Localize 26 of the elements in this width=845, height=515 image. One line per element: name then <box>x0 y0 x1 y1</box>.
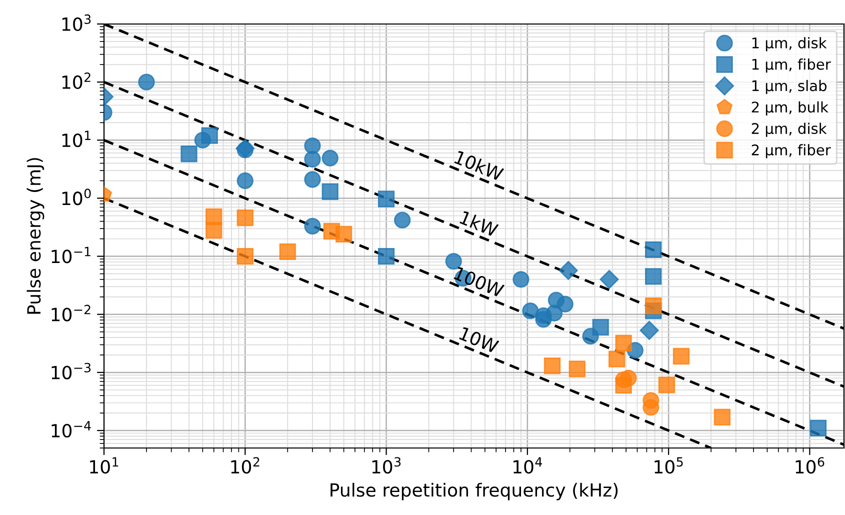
y-tick-label: 10$^{2}$ <box>62 72 90 90</box>
x-tick-label: 10$^{3}$ <box>372 457 401 474</box>
y-tick-label: 10$^{−4}$ <box>52 421 91 438</box>
legend-label: 1 μm, disk <box>752 37 827 52</box>
legend-label: 1 μm, fiber <box>752 58 831 73</box>
text: 10kW <box>454 150 504 182</box>
legend-label: 2 μm, disk <box>752 122 827 137</box>
y-tick-label: 10$^{0}$ <box>62 188 91 206</box>
legend-label: 1 μm, slab <box>752 80 827 94</box>
y-tick-label: 10$^{1}$ <box>62 130 90 148</box>
y-tick-label: 10$^{−2}$ <box>52 304 90 322</box>
legend-label: 2 μm, fiber <box>752 144 831 158</box>
x-tick-label: 10$^{6}$ <box>796 457 824 474</box>
y-tick-label: 10$^{3}$ <box>62 14 91 31</box>
y-tick-label: 10$^{−1}$ <box>52 246 90 264</box>
x-tick-label: 10$^{1}$ <box>90 457 118 474</box>
legend-label: 2 μm, bulk <box>752 101 828 116</box>
y-tick-label: 10$^{−3}$ <box>52 362 91 380</box>
y-axis-title: Pulse energy (mJ) <box>26 158 44 314</box>
text: 1kW <box>459 210 499 238</box>
x-axis-title: Pulse repetition frequency (kHz) <box>330 482 618 500</box>
text: 10W <box>458 326 500 354</box>
x-tick-label: 10$^{4}$ <box>514 457 542 474</box>
text: 100W <box>453 266 505 298</box>
x-tick-label: 10$^{5}$ <box>654 457 683 474</box>
x-tick-label: 10$^{2}$ <box>231 457 260 474</box>
